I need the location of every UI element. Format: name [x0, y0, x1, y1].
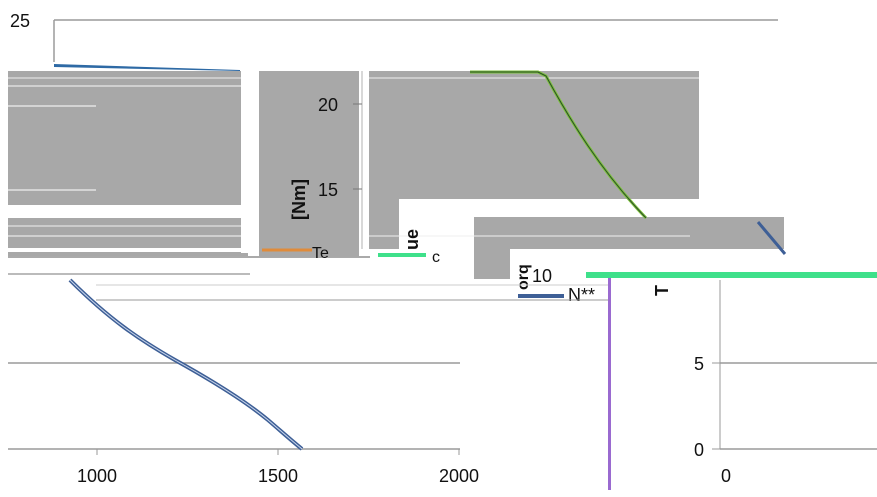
chart-2-panel [361, 71, 784, 279]
chart-1-x-tick-label: 1500 [258, 466, 298, 486]
glitch-band-left [8, 71, 370, 275]
chart-1-x-tick-label: 1000 [77, 466, 117, 486]
chart-3-fragment-label: orq [515, 264, 532, 290]
chart-2-y-tick-label: 20 [318, 95, 338, 115]
chart-3-legend-label: N** [568, 285, 595, 305]
chart-1-y-tick-label: 25 [10, 11, 30, 31]
chart-2-legend-fragment: c [432, 249, 440, 266]
chart-1-series-upper-line [54, 64, 240, 71]
chart-2-series-line-lower [756, 221, 787, 255]
chart-3-y-tick-label: 0 [694, 440, 704, 460]
chart-2-y-axis-label: [Nm] [289, 179, 309, 220]
chart-1-series-lower-line-highlight [69, 279, 303, 450]
chart-3-y-tick-label: 10 [532, 266, 552, 286]
chart-3-y-tick-label: 5 [694, 354, 704, 374]
chart-3-fragment-label: T [652, 285, 672, 296]
chart-1-x-tick-label: 2000 [439, 466, 479, 486]
chart-3-x-tick-label: 0 [721, 466, 731, 486]
chart-1-series-lower-line [68, 278, 304, 451]
chart-1-grid [8, 19, 778, 455]
chart-3-panel [586, 272, 877, 490]
chart-3-fragment-label: ue [402, 229, 422, 250]
chart-2-legend-fragment: Te [312, 245, 329, 262]
chart-2-series-line-shadow [470, 71, 647, 219]
chart-2-y-tick-label: 15 [318, 180, 338, 200]
